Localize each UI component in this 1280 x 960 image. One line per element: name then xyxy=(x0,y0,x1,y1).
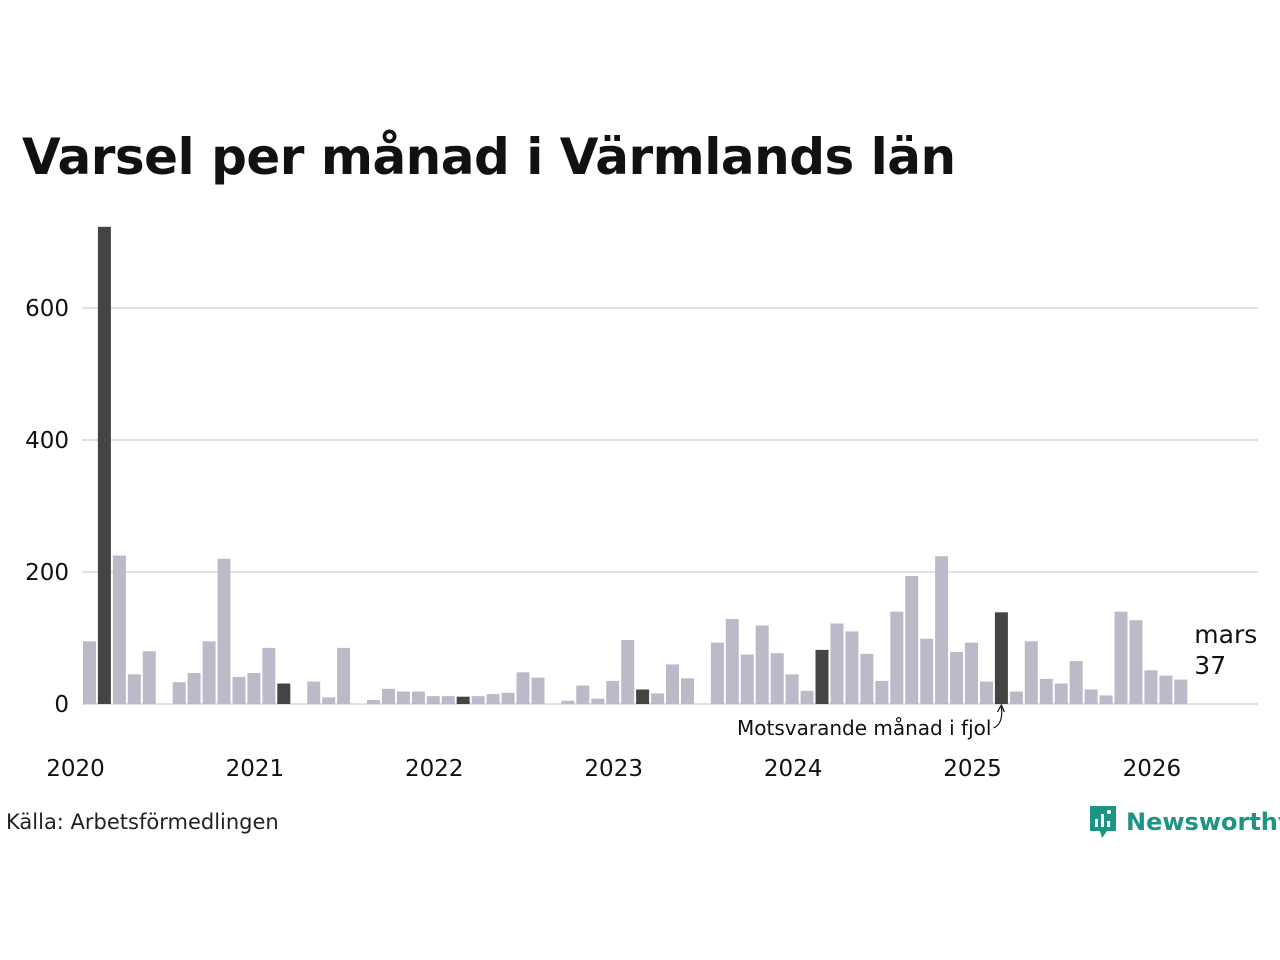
bar xyxy=(1159,675,1173,704)
x-tick-label: 2020 xyxy=(46,756,105,782)
chart-title: Varsel per månad i Värmlands län xyxy=(22,128,956,186)
bar xyxy=(262,647,276,704)
source-note: Källa: Arbetsförmedlingen xyxy=(6,810,279,834)
bar xyxy=(112,555,126,704)
bar xyxy=(247,673,261,704)
x-tick-label: 2021 xyxy=(226,756,285,782)
bar xyxy=(1099,695,1113,704)
bar xyxy=(710,642,724,704)
bar xyxy=(217,558,231,704)
bar xyxy=(516,672,530,704)
bar xyxy=(1024,641,1038,704)
bar xyxy=(1144,670,1158,704)
bar xyxy=(770,653,784,704)
bar xyxy=(950,651,964,704)
bars xyxy=(83,226,1188,705)
y-tick-label: 0 xyxy=(54,692,69,718)
bar xyxy=(591,698,605,704)
bar xyxy=(426,696,440,704)
logo-wordmark: Newsworthy xyxy=(1126,808,1280,836)
bar xyxy=(740,654,754,704)
bar-comparison xyxy=(456,696,470,704)
bar xyxy=(905,576,919,704)
bar xyxy=(890,611,904,704)
bar xyxy=(576,685,590,704)
bar xyxy=(980,681,993,704)
x-tick-label: 2024 xyxy=(764,756,823,782)
current-value-label: 37 xyxy=(1194,651,1226,680)
bar xyxy=(681,678,694,704)
bar-comparison xyxy=(636,689,650,704)
bar xyxy=(800,690,814,704)
bar xyxy=(606,680,620,704)
bar xyxy=(202,641,216,704)
bar xyxy=(1129,620,1143,704)
x-tick-label: 2025 xyxy=(943,756,1002,782)
comparison-annotation: Motsvarande månad i fjol xyxy=(737,716,991,740)
bar xyxy=(755,625,769,704)
bar xyxy=(396,691,410,704)
bar xyxy=(561,700,575,704)
bar-comparison xyxy=(97,226,111,705)
bar xyxy=(725,618,739,704)
bar xyxy=(307,681,321,704)
y-axis-ticks: 0 200 400 600 xyxy=(25,296,69,718)
bar xyxy=(845,631,859,704)
newsworthy-logo: Newsworthy xyxy=(1088,804,1280,840)
bar xyxy=(935,556,949,704)
bar xyxy=(1174,679,1188,704)
bar-comparison xyxy=(277,683,291,704)
newsworthy-logo-icon xyxy=(1090,806,1116,838)
bar xyxy=(875,680,889,704)
bar xyxy=(232,676,246,704)
bar xyxy=(1069,661,1083,704)
bar xyxy=(651,693,665,704)
bar xyxy=(127,674,141,704)
bar xyxy=(382,688,395,704)
bar xyxy=(666,664,679,704)
bar xyxy=(142,651,156,704)
x-tick-label: 2026 xyxy=(1123,756,1182,782)
y-tick-label: 600 xyxy=(25,296,69,322)
bar xyxy=(187,673,201,704)
x-tick-label: 2023 xyxy=(584,756,643,782)
bar xyxy=(965,642,978,704)
bar xyxy=(337,647,351,704)
bar xyxy=(1084,689,1098,704)
bar xyxy=(83,641,96,704)
bar xyxy=(1114,611,1128,704)
bar-comparison xyxy=(815,649,829,704)
bar xyxy=(322,697,336,704)
bar xyxy=(471,696,485,704)
bar xyxy=(486,694,500,704)
current-month-label: mars xyxy=(1194,620,1257,649)
y-tick-label: 200 xyxy=(25,560,69,586)
bar xyxy=(920,638,934,704)
bar xyxy=(501,692,515,704)
bar xyxy=(860,653,874,704)
bar-comparison xyxy=(994,612,1008,704)
bar xyxy=(367,700,380,704)
x-axis-ticks: 2020 2021 2022 2023 2024 2025 2026 xyxy=(46,756,1181,782)
bar xyxy=(1039,678,1053,704)
bar xyxy=(830,623,844,704)
bar xyxy=(621,640,635,704)
comparison-arrowhead xyxy=(996,703,1005,713)
bar xyxy=(172,682,186,704)
y-tick-label: 400 xyxy=(25,428,69,454)
bar xyxy=(1054,683,1068,704)
x-tick-label: 2022 xyxy=(405,756,464,782)
bar xyxy=(411,691,425,704)
bar xyxy=(785,674,799,704)
comparison-arrow xyxy=(993,706,1003,729)
bar xyxy=(441,696,455,704)
bar xyxy=(1009,691,1023,704)
gridlines xyxy=(82,307,1258,705)
bar xyxy=(531,677,545,704)
